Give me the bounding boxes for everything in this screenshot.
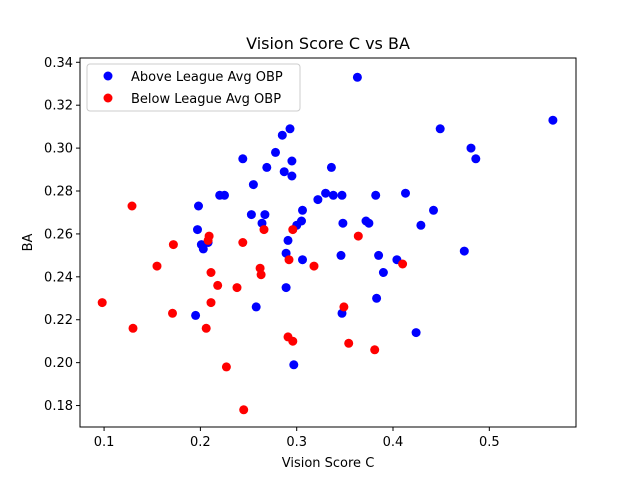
point-below-10 [309,261,319,271]
y-tick-label: 0.20 [44,356,73,371]
point-above-8 [287,156,297,166]
point-above-34 [416,220,426,230]
point-above-36 [283,235,293,245]
y-axis: 0.18 0.20 0.22 0.24 0.26 0.28 0.30 0.32 0.34 [44,56,80,414]
legend-box [86,63,301,112]
y-tick-label: 0.30 [44,142,73,157]
point-above-39 [198,244,208,254]
point-below-15 [213,280,223,290]
point-below-17 [97,298,107,308]
point-above-5 [466,143,476,153]
point-above-1 [548,115,558,125]
point-above-0 [352,72,362,82]
point-above-43 [374,250,384,260]
y-tick-label: 0.22 [44,313,73,328]
point-above-26 [246,210,256,220]
x-tick-label: 0.1 [94,435,115,450]
point-above-13 [287,171,297,181]
point-above-16 [401,188,410,198]
point-below-8 [398,259,408,269]
point-below-27 [221,362,231,372]
point-below-9 [152,261,162,271]
point-below-28 [239,405,249,415]
y-axis-title: BA [21,233,36,251]
point-above-49 [251,302,261,312]
plot-frame [79,57,577,428]
legend-marker-above [103,71,113,81]
point-below-16 [232,283,242,293]
point-above-42 [336,250,346,260]
x-axis: 0.1 0.2 0.3 0.4 0.5 [94,427,500,450]
point-above-27 [260,210,270,220]
points-layer [97,72,558,415]
y-tick-label: 0.18 [44,399,73,414]
point-above-2 [285,124,295,134]
point-below-25 [344,338,354,348]
x-tick-label: 0.3 [286,435,307,450]
point-above-11 [326,162,336,172]
y-tick-label: 0.34 [44,56,73,71]
point-above-35 [193,225,202,235]
legend-marker-below [103,93,113,103]
point-below-7 [168,240,178,250]
point-above-3 [435,124,445,134]
point-above-24 [429,205,438,215]
point-above-12 [279,167,289,177]
point-below-21 [128,323,138,333]
point-above-14 [248,180,258,190]
point-below-5 [203,235,213,245]
y-tick-label: 0.26 [44,227,73,242]
point-above-10 [262,162,272,172]
point-below-12 [206,268,216,277]
y-tick-label: 0.24 [44,270,73,285]
point-below-4 [353,231,363,241]
point-below-13 [256,270,266,280]
point-below-1 [288,225,298,235]
point-above-7 [238,154,248,164]
point-below-0 [127,201,137,211]
point-above-48 [372,293,382,303]
point-below-14 [284,255,294,265]
point-below-20 [168,308,177,318]
point-above-30 [364,218,374,228]
y-tick-label: 0.32 [44,99,73,114]
point-above-15 [321,188,331,198]
point-below-19 [339,302,349,312]
y-tick-label: 0.28 [44,185,73,200]
point-above-9 [471,154,481,164]
chart-title: Vision Score C vs BA [246,34,410,53]
point-above-46 [378,268,388,277]
point-above-44 [298,255,307,265]
point-above-53 [289,360,299,370]
point-above-47 [281,283,291,293]
point-below-6 [238,238,248,247]
point-below-22 [201,323,211,333]
point-above-31 [338,218,348,228]
point-below-18 [206,298,216,308]
point-above-22 [313,195,323,205]
x-tick-label: 0.4 [383,435,404,450]
point-below-2 [259,225,269,235]
point-above-4 [277,130,287,140]
legend-label-below: Below League Avg OBP [131,92,281,107]
point-above-6 [271,147,280,157]
point-above-52 [411,328,421,338]
point-above-21 [371,190,381,200]
x-tick-label: 0.5 [479,435,500,450]
point-above-40 [459,246,469,256]
legend-label-above: Above League Avg OBP [131,70,283,85]
point-below-26 [370,345,380,355]
point-above-23 [194,201,203,211]
point-above-20 [337,190,347,200]
point-above-51 [191,310,201,320]
x-tick-label: 0.2 [190,435,211,450]
legend: Above League Avg OBP Below League Avg OB… [86,63,301,112]
point-below-24 [288,336,298,346]
point-above-19 [328,190,338,200]
point-above-18 [220,190,229,200]
point-above-25 [298,205,307,215]
x-axis-title: Vision Score C [282,456,375,471]
